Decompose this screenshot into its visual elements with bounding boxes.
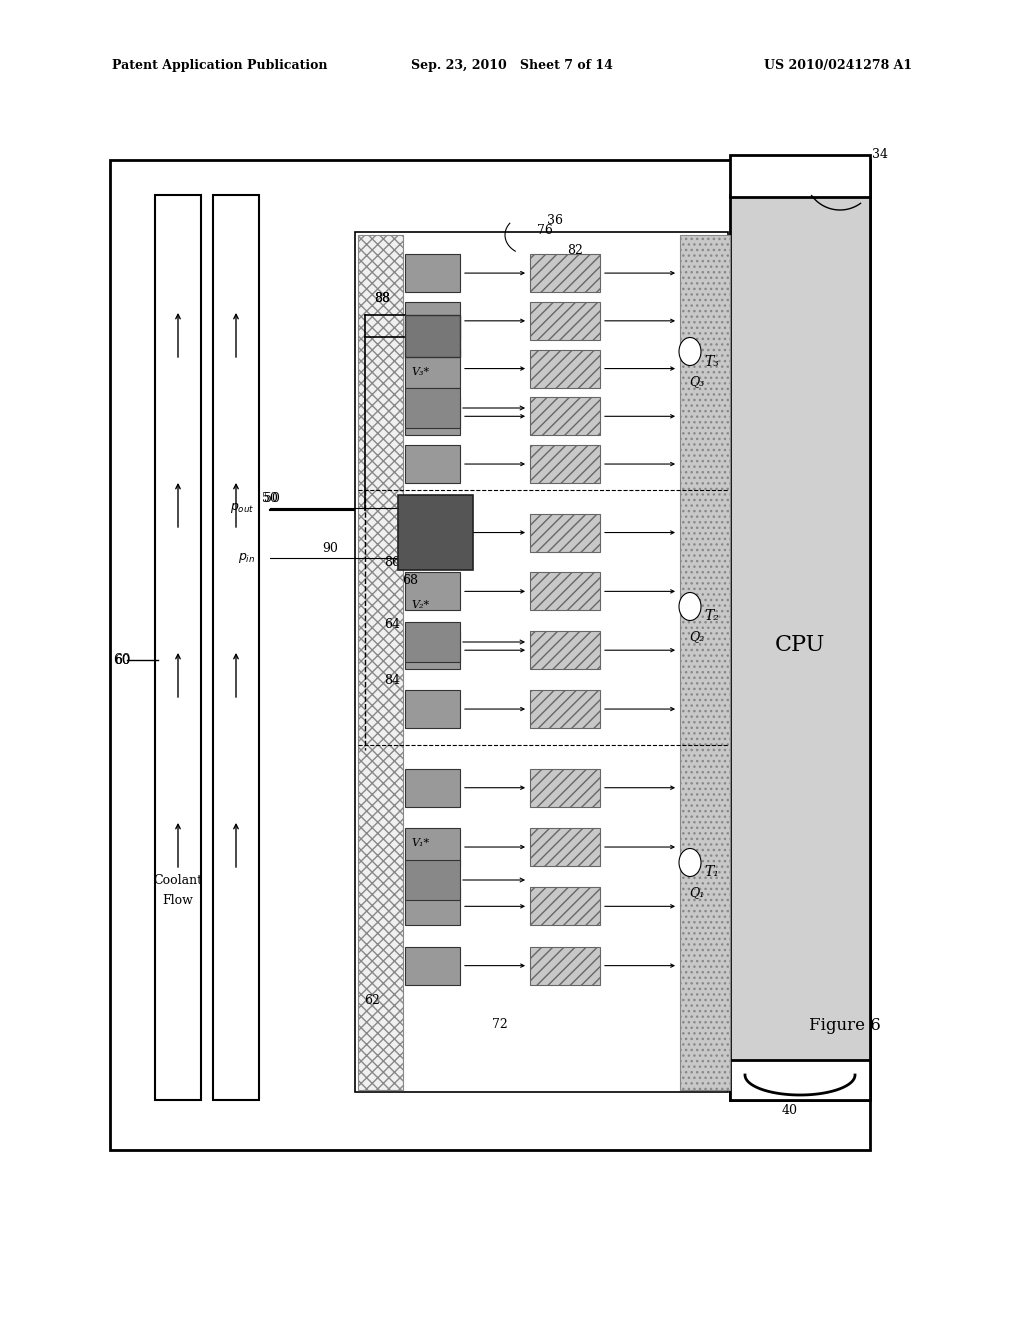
Bar — [730, 195, 870, 1100]
Text: Figure 6: Figure 6 — [809, 1016, 881, 1034]
Bar — [406, 350, 460, 388]
Bar — [680, 235, 730, 1090]
Text: Flow: Flow — [163, 894, 194, 907]
Text: Q₂: Q₂ — [689, 630, 705, 643]
Text: 88: 88 — [374, 292, 390, 305]
Bar — [406, 445, 460, 483]
Ellipse shape — [679, 338, 701, 366]
Bar — [406, 768, 460, 807]
Text: 90: 90 — [323, 541, 338, 554]
Bar — [355, 232, 728, 1092]
Bar — [406, 887, 460, 925]
Text: 62: 62 — [365, 994, 380, 1006]
Text: $p_{out}$: $p_{out}$ — [230, 502, 255, 515]
Text: V₃*: V₃* — [411, 367, 429, 378]
Bar — [406, 631, 460, 669]
Text: Coolant: Coolant — [154, 874, 203, 887]
Text: V₂*: V₂* — [411, 601, 429, 610]
Bar — [730, 154, 870, 197]
Text: US 2010/0241278 A1: US 2010/0241278 A1 — [764, 58, 912, 71]
Bar — [398, 495, 473, 570]
Bar — [406, 828, 460, 866]
Text: 88: 88 — [374, 292, 390, 305]
Text: Sep. 23, 2010   Sheet 7 of 14: Sep. 23, 2010 Sheet 7 of 14 — [411, 58, 613, 71]
Bar — [530, 573, 600, 610]
Text: 82: 82 — [567, 243, 583, 256]
Text: 34: 34 — [872, 149, 888, 161]
Text: 36: 36 — [547, 214, 563, 227]
Bar — [530, 887, 600, 925]
Text: T₂: T₂ — [705, 610, 720, 623]
Ellipse shape — [679, 593, 701, 620]
Text: T₁: T₁ — [705, 866, 720, 879]
Bar — [406, 622, 460, 663]
Bar — [406, 861, 460, 900]
Text: Q₃: Q₃ — [689, 375, 705, 388]
Bar — [730, 1060, 870, 1100]
Text: 64: 64 — [384, 619, 400, 631]
Bar — [530, 350, 600, 388]
Text: 80: 80 — [427, 556, 443, 569]
Bar — [406, 315, 460, 356]
Text: 72: 72 — [493, 1019, 508, 1031]
Bar — [406, 397, 460, 436]
Text: Q₁: Q₁ — [689, 886, 705, 899]
Text: 60: 60 — [114, 653, 131, 667]
Bar — [530, 513, 600, 552]
Text: 78: 78 — [427, 648, 443, 661]
Bar — [213, 195, 259, 1100]
Bar — [110, 160, 870, 1150]
Text: T₃: T₃ — [705, 355, 720, 368]
Text: V₁*: V₁* — [411, 838, 429, 847]
Bar — [530, 253, 600, 292]
Bar — [530, 690, 600, 729]
Bar — [406, 513, 460, 552]
Ellipse shape — [679, 849, 701, 876]
Bar — [406, 302, 460, 339]
Text: 86: 86 — [384, 556, 400, 569]
Bar — [406, 573, 460, 610]
Text: 76: 76 — [537, 223, 553, 236]
Text: 50: 50 — [262, 491, 278, 504]
Bar — [155, 195, 201, 1100]
Bar — [530, 302, 600, 339]
Text: 40: 40 — [782, 1104, 798, 1117]
Bar — [406, 253, 460, 292]
Text: 74: 74 — [417, 631, 433, 644]
Bar — [406, 690, 460, 729]
Bar — [530, 768, 600, 807]
Text: Patent Application Publication: Patent Application Publication — [112, 58, 328, 71]
Text: $p_{in}$: $p_{in}$ — [238, 550, 255, 565]
Bar — [530, 828, 600, 866]
Text: 68: 68 — [402, 573, 418, 586]
Text: CPU: CPU — [775, 634, 825, 656]
Bar — [358, 235, 403, 1090]
Bar — [406, 388, 460, 428]
Text: 50: 50 — [264, 491, 280, 504]
Bar — [530, 397, 600, 436]
Bar — [530, 445, 600, 483]
Text: 60: 60 — [114, 653, 130, 667]
Bar — [406, 946, 460, 985]
Bar — [530, 946, 600, 985]
Text: 84: 84 — [384, 673, 400, 686]
Bar — [530, 631, 600, 669]
